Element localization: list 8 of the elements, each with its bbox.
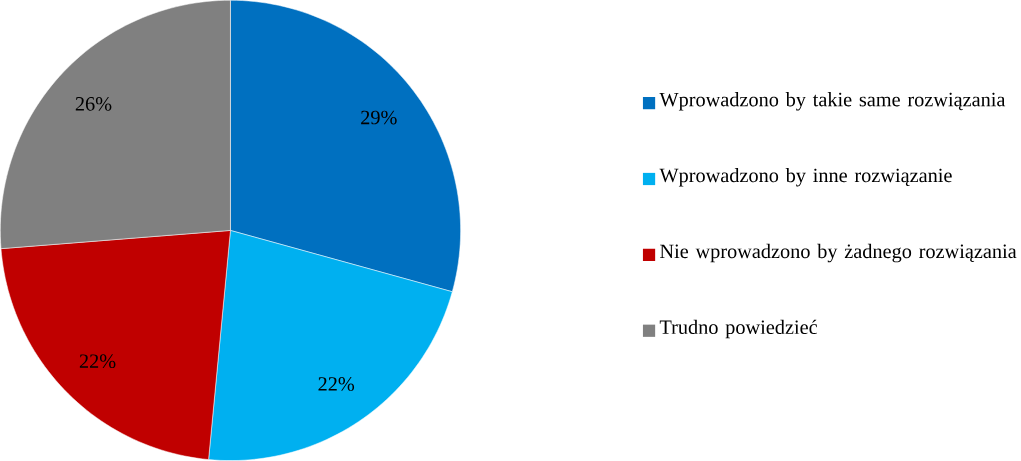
legend-label: Wprowadzono by takie same rozwiązania (659, 92, 1006, 111)
data-label: 22% (318, 377, 355, 391)
data-label: 22% (79, 354, 116, 369)
legend-label: Nie wprowadzono by żadnego rozwiązania (660, 243, 1017, 263)
data-label: 29% (361, 110, 397, 125)
data-label: 26% (75, 97, 112, 111)
legend-label: Wprowadzono by inne rozwiązanie (659, 168, 952, 187)
legend-label: Trudno powiedzieć (659, 319, 818, 339)
